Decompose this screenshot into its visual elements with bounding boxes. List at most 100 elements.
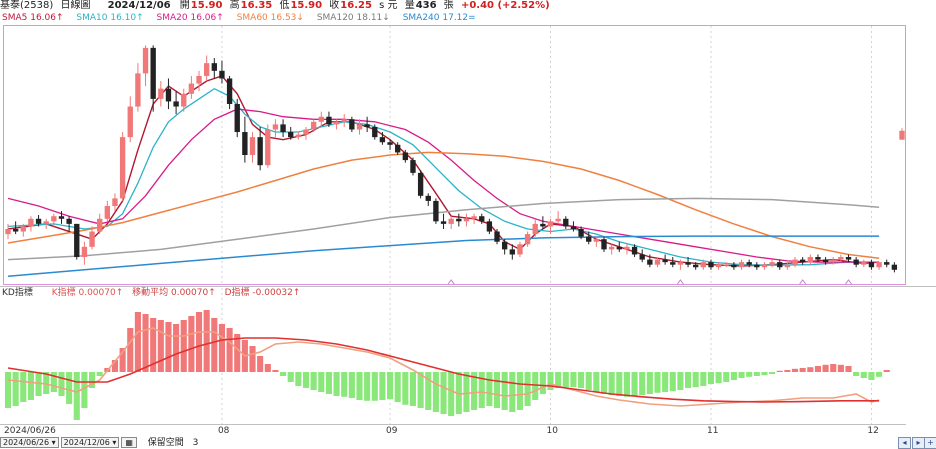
oscillator-bar: [883, 370, 890, 372]
oscillator-bar: [440, 372, 447, 414]
zoom-icon[interactable]: +: [924, 437, 936, 449]
reserve-space-value[interactable]: 3: [192, 438, 199, 448]
candle-body: [777, 262, 783, 268]
oscillator-bar: [677, 372, 684, 390]
calendar-button[interactable]: ▦: [121, 437, 137, 448]
candle-body: [265, 129, 271, 166]
oscillator-bar: [409, 372, 417, 406]
candle-body: [761, 264, 768, 268]
stock-chart[interactable]: 2024/06/26 08 09 10 11 12: [0, 0, 936, 437]
candle-body: [119, 137, 126, 199]
oscillator-bar: [81, 372, 88, 408]
candle-body: [471, 216, 477, 219]
candle-body: [440, 221, 447, 224]
candle-body: [677, 262, 684, 265]
oscillator-bar: [211, 318, 218, 372]
kd-oscillator: [4, 310, 890, 420]
oscillator-bar: [165, 322, 172, 372]
event-marker: [799, 279, 807, 285]
candle-body: [28, 218, 34, 227]
sma-line-sma240: [7, 235, 880, 277]
candle-body: [723, 264, 729, 266]
candle-body: [693, 264, 699, 268]
oscillator-bar: [631, 372, 638, 396]
candle-body: [326, 116, 332, 125]
candle-body: [249, 137, 256, 155]
oscillator-bar: [814, 366, 822, 372]
start-date-select[interactable]: 2024/06/26 ▾: [0, 437, 59, 448]
oscillator-bar: [402, 372, 409, 405]
oscillator-bar: [257, 356, 264, 372]
oscillator-bar: [264, 364, 271, 372]
legend-k: K指標 0.00070↑: [51, 288, 124, 298]
oscillator-bar: [310, 372, 317, 390]
candle-body: [563, 218, 569, 227]
candle-body: [631, 246, 638, 255]
candle-body: [364, 124, 370, 127]
candle-body: [173, 101, 179, 107]
oscillator-bar: [501, 372, 508, 410]
oscillator-bar: [753, 372, 760, 376]
oscillator-bar: [226, 328, 233, 372]
end-date-value: 2024/12/06: [63, 438, 110, 447]
x-tick-label: 10: [547, 426, 559, 436]
oscillator-bar: [325, 372, 332, 394]
candle-body: [769, 262, 775, 265]
oscillator-bar: [119, 348, 126, 372]
candle-body: [272, 124, 279, 130]
sma-line-sma10: [7, 87, 880, 266]
candle-body: [784, 264, 791, 268]
candle-body: [807, 257, 813, 263]
event-marker: [845, 279, 852, 285]
volume-value: 436: [415, 0, 437, 11]
candle-body: [433, 200, 439, 222]
candle-body: [731, 264, 737, 268]
oscillator-bar: [379, 372, 386, 400]
legend-sma5: SMA5 16.06↑: [2, 13, 64, 23]
candle-body: [410, 160, 416, 173]
oscillator-bar: [570, 372, 577, 388]
oscillator-bar: [348, 372, 355, 398]
oscillator-bar: [272, 370, 279, 372]
legend-sma20: SMA20 16.06↑: [156, 13, 224, 23]
oscillator-bar: [807, 367, 814, 372]
x-tick-label: 2024/06/26: [4, 426, 56, 436]
candle-body: [486, 221, 493, 232]
oscillator-bar: [333, 372, 340, 396]
volume-label: 量: [404, 0, 415, 11]
period-label: 日線圖: [60, 0, 91, 11]
candle-body: [639, 254, 645, 260]
oscillator-bar: [547, 372, 554, 390]
x-axis-ticks: 2024/06/26 08 09 10 11 12: [4, 426, 879, 436]
candle-body: [127, 106, 133, 138]
candle-body: [822, 259, 829, 263]
end-date-select[interactable]: 2024/12/06 ▾: [60, 437, 120, 448]
low-value: 15.90: [290, 0, 323, 11]
oscillator-bar: [134, 312, 141, 372]
oscillator-bar: [249, 346, 256, 372]
scroll-left-icon[interactable]: ◂: [898, 437, 911, 449]
oscillator-line: [7, 327, 880, 407]
candle-body: [226, 78, 233, 104]
candle-body: [188, 83, 195, 94]
legend-d: D指標 -0.00032↑: [224, 288, 301, 298]
oscillator-bar: [157, 320, 164, 372]
legend-sma60: SMA60 16.53↓: [236, 13, 304, 23]
oscillator-bar: [4, 372, 12, 408]
oscillator-bar: [562, 372, 569, 388]
oscillator-bar: [723, 372, 730, 382]
oscillator-bar: [43, 372, 50, 394]
sma-line-sma120: [7, 197, 880, 261]
oscillator-bar: [555, 372, 562, 388]
oscillator-bar: [692, 372, 699, 388]
candle-body: [501, 241, 508, 250]
oscillator-bar: [639, 372, 646, 396]
candle-body: [196, 75, 202, 84]
candle-body: [66, 218, 72, 224]
oscillator-bar: [478, 372, 485, 408]
close-label: 收: [329, 0, 340, 11]
x-tick-label: 12: [867, 426, 878, 436]
candle-body: [112, 198, 118, 207]
candle-body: [341, 119, 347, 122]
low-label: 低: [279, 0, 290, 11]
